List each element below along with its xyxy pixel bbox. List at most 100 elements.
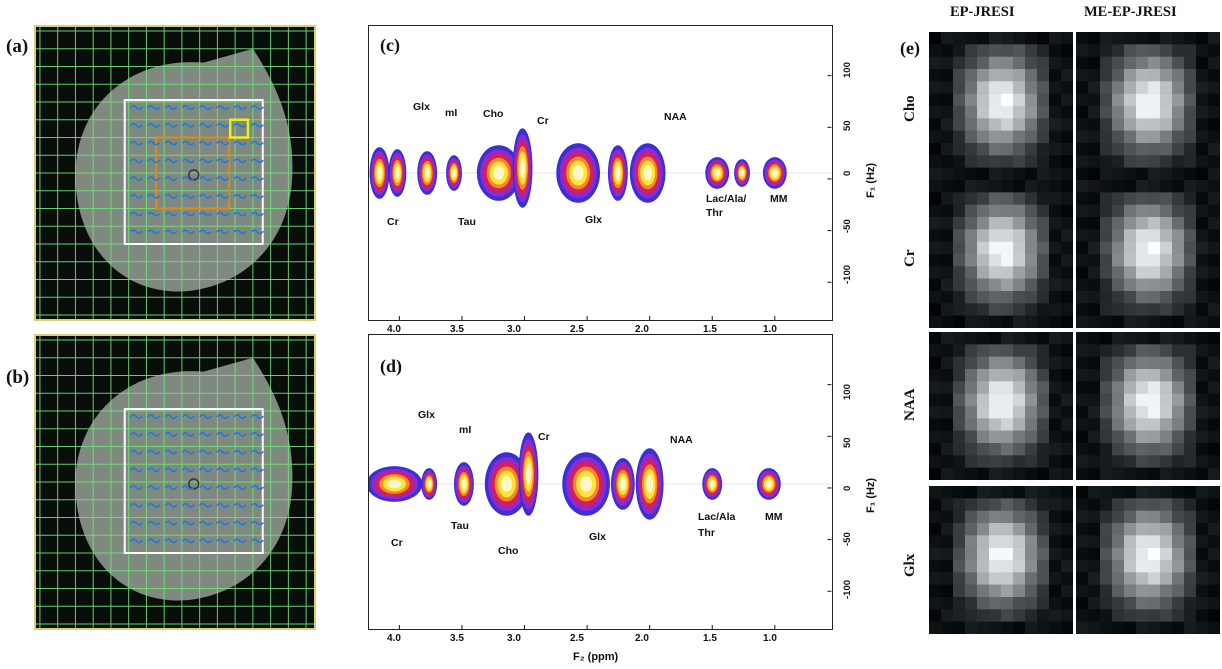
panel-e-label: (e) bbox=[900, 38, 920, 58]
map-pixel bbox=[941, 381, 954, 394]
map-pixel bbox=[1088, 167, 1101, 180]
map-pixel bbox=[1076, 192, 1089, 205]
voxel-spectrum bbox=[250, 538, 264, 544]
map-pixel bbox=[1088, 204, 1101, 218]
map-pixel bbox=[1112, 393, 1125, 407]
map-pixel bbox=[1172, 584, 1185, 598]
map-pixel bbox=[989, 118, 1002, 131]
map-pixel bbox=[1025, 229, 1038, 242]
map-pixel bbox=[1061, 278, 1073, 292]
map-pixel bbox=[1196, 241, 1209, 255]
map-pixel bbox=[1013, 486, 1026, 499]
map-pixel bbox=[1112, 204, 1125, 218]
map-pixel bbox=[941, 180, 954, 193]
map-pixel bbox=[953, 467, 966, 480]
map-pixel bbox=[1136, 486, 1149, 499]
map-pixel bbox=[1112, 332, 1125, 345]
map-pixel bbox=[1061, 32, 1073, 45]
map-pixel bbox=[1025, 56, 1038, 70]
ytick-c-50: 50 bbox=[842, 120, 853, 131]
label-cr-bottom: Cr bbox=[387, 216, 399, 228]
map-pixel bbox=[1001, 266, 1014, 279]
voxel-spectrum bbox=[250, 211, 264, 217]
map-pixel bbox=[1100, 81, 1113, 94]
map-pixel bbox=[1112, 510, 1125, 524]
map-pixel bbox=[1025, 130, 1038, 144]
voxel-spectrum bbox=[250, 485, 264, 490]
map-pixel bbox=[1196, 192, 1209, 205]
map-pixel bbox=[1025, 32, 1038, 45]
voxel-spectrum bbox=[147, 467, 161, 473]
map-pixel bbox=[929, 369, 942, 382]
map-pixel bbox=[1124, 418, 1137, 431]
map-pixel bbox=[1160, 81, 1173, 94]
map-pixel bbox=[1208, 44, 1220, 57]
map-pixel bbox=[977, 369, 990, 382]
map-pixel bbox=[1088, 443, 1101, 456]
map-pixel bbox=[1136, 510, 1149, 524]
voxel-spectrum bbox=[147, 502, 161, 508]
voxel-spectrum bbox=[250, 431, 264, 437]
map-pixel bbox=[965, 332, 978, 345]
map-pixel bbox=[1025, 597, 1038, 610]
map-pixel bbox=[1076, 510, 1089, 524]
map-pixel bbox=[965, 130, 978, 144]
map-pixel bbox=[1148, 315, 1161, 328]
map-pixel bbox=[989, 303, 1002, 316]
voxel-spectrum bbox=[250, 449, 264, 455]
map-pixel bbox=[1184, 510, 1197, 524]
yaxis-title-c: F₁ (Hz) bbox=[865, 162, 877, 198]
map-pixel bbox=[1136, 418, 1149, 431]
map-pixel bbox=[1172, 609, 1185, 622]
map-pixel bbox=[953, 332, 966, 345]
col-header-me-ep-jresi: ME-EP-JRESI bbox=[1084, 4, 1177, 20]
map-pixel bbox=[1100, 217, 1113, 230]
map-pixel bbox=[1208, 291, 1220, 304]
map-pixel bbox=[929, 332, 942, 345]
label-tau: Tau bbox=[458, 216, 476, 228]
map-pixel bbox=[1049, 278, 1062, 292]
voxel-spectrum bbox=[233, 414, 247, 419]
map-pixel bbox=[1001, 369, 1014, 382]
contour-peak bbox=[714, 169, 721, 177]
map-pixel bbox=[1037, 130, 1050, 144]
map-pixel bbox=[1049, 118, 1062, 131]
map-pixel bbox=[1172, 467, 1185, 480]
map-pixel bbox=[1013, 241, 1026, 255]
map-pixel bbox=[1100, 393, 1113, 407]
map-pixel bbox=[1112, 498, 1125, 511]
map-pixel bbox=[1148, 192, 1161, 205]
map-pixel bbox=[1088, 572, 1101, 585]
map-pixel bbox=[1076, 118, 1089, 131]
map-pixel bbox=[1184, 621, 1197, 634]
map-pixel bbox=[1061, 560, 1073, 573]
map-pixel bbox=[1076, 217, 1089, 230]
map-pixel bbox=[1160, 254, 1173, 267]
map-pixel bbox=[1088, 510, 1101, 524]
map-pixel bbox=[1037, 93, 1050, 107]
map-pixel bbox=[965, 56, 978, 70]
map-pixel bbox=[1208, 106, 1220, 119]
map-pixel bbox=[1100, 56, 1113, 70]
map-pixel bbox=[1196, 609, 1209, 622]
map-pixel bbox=[1088, 69, 1101, 82]
map-pixel bbox=[1013, 418, 1026, 431]
map-pixel bbox=[1013, 621, 1026, 634]
map-pixel bbox=[1049, 393, 1062, 407]
map-pixel bbox=[1160, 393, 1173, 407]
map-pixel bbox=[1001, 254, 1014, 267]
map-pixel bbox=[1049, 130, 1062, 144]
map-pixel bbox=[1184, 56, 1197, 70]
map-pixel bbox=[1076, 560, 1089, 573]
map-pixel bbox=[1196, 180, 1209, 193]
map-pixel bbox=[1124, 229, 1137, 242]
map-pixel bbox=[1037, 560, 1050, 573]
map-pixel bbox=[1037, 332, 1050, 345]
map-pixel bbox=[977, 241, 990, 255]
map-pixel bbox=[989, 106, 1002, 119]
map-pixel bbox=[1148, 32, 1161, 45]
map-pixel bbox=[1196, 467, 1209, 480]
map-pixel bbox=[941, 430, 954, 444]
map-pixel bbox=[1172, 69, 1185, 82]
map-pixel bbox=[1088, 393, 1101, 407]
